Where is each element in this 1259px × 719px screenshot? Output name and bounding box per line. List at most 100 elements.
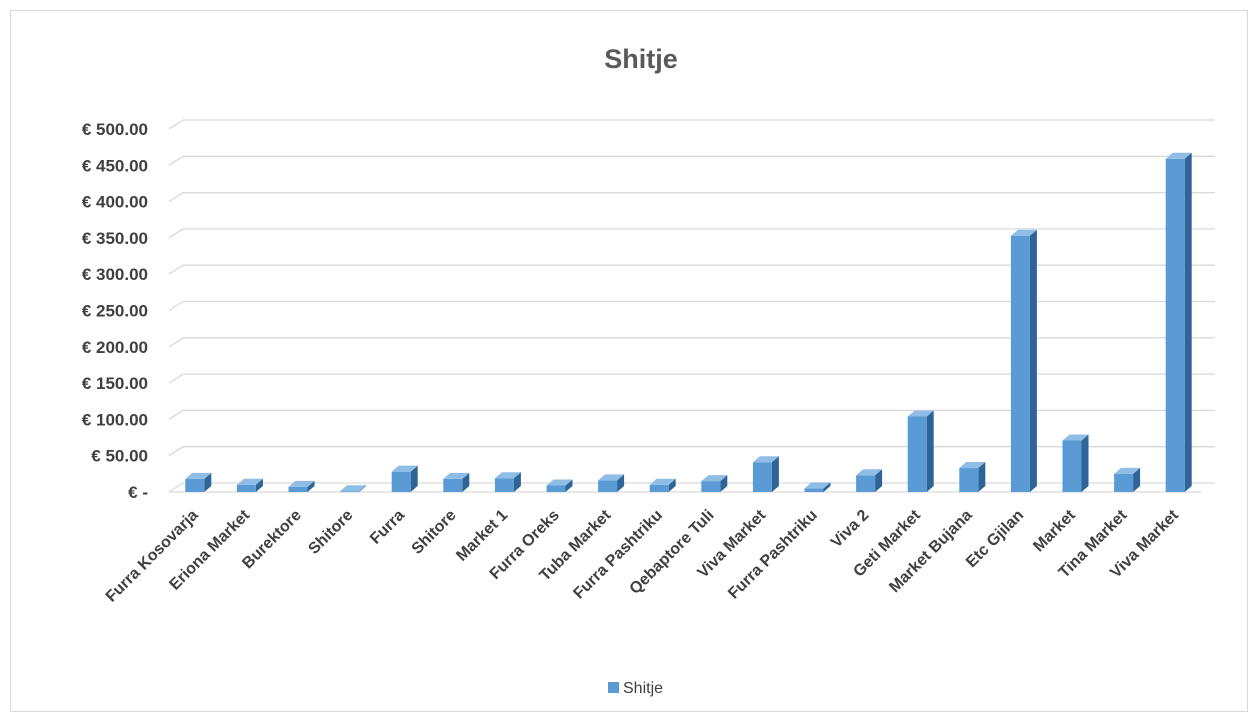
x-category-label: Furra Pashtriku [725,507,821,603]
bar-front [701,481,721,492]
bar [391,465,418,492]
x-category-label: Furra [367,507,408,548]
legend: Shitje [608,680,663,697]
gridlines [168,119,1215,493]
bar-front [443,478,463,492]
bar-front [1165,158,1185,493]
bar [185,472,212,492]
bar-top [391,465,418,472]
y-tick-label-1: € 50.00 [91,447,148,466]
bar [1114,467,1141,492]
y-tick-label-4: € 200.00 [82,338,148,357]
bar-front [236,484,256,492]
bar-top [701,475,728,482]
bar-top [1114,467,1141,474]
y-tick-label-8: € 400.00 [82,193,148,212]
bar-top [443,472,470,479]
bar [1165,152,1192,493]
bar-side [513,472,521,492]
bar-front [546,485,566,492]
bar-side [1184,152,1192,493]
gridline-10 [168,119,1215,130]
x-category-label: Shitore [409,507,460,558]
bar-side [668,478,676,492]
bar-top [494,472,521,479]
bar-top [959,462,986,469]
bar [1010,229,1037,493]
y-tick-label-2: € 100.00 [82,410,148,429]
bar-top [1165,152,1192,159]
bar-top [907,410,934,417]
gridline-7 [168,228,1215,239]
bar-front [1114,473,1134,492]
gridline-9 [168,155,1215,166]
bar-top [1010,229,1037,236]
x-category-label: Market [1030,506,1079,555]
bar-side [617,474,625,492]
x-category-label: Shitore [305,507,356,558]
bar-front [649,484,669,492]
gridline-4 [168,337,1215,348]
y-tick-label-10: € 500.00 [82,120,148,139]
bar-top [546,479,573,486]
gridline-8 [168,191,1215,203]
x-category-label: Furra Pashtriku [570,507,666,603]
bar-top [288,480,315,487]
bar-front [1010,235,1030,493]
bar-side [462,472,470,492]
bar-front [959,468,979,492]
bar-front [185,478,205,492]
bar [546,479,573,492]
bar-top [340,485,367,492]
bar-side [565,479,573,492]
gridline-6 [168,264,1215,275]
gridline-5 [168,300,1215,312]
bar-top [598,474,625,481]
bar-side [307,480,315,492]
y-tick-label-5: € 250.00 [82,302,148,321]
bar-top [1062,434,1089,441]
bar-side [823,482,831,492]
bar [804,482,831,492]
legend-swatch [608,682,619,693]
y-tick-label-9: € 450.00 [82,156,148,175]
chart-title: Shitje [604,44,678,74]
y-tick-label-6: € 300.00 [82,265,148,284]
bar-front [907,416,927,492]
bar-front [1062,440,1082,492]
bar-top [236,478,263,485]
bar-top [752,456,779,463]
bar-front [494,478,514,492]
gridline-1 [168,446,1215,457]
bar-side [720,475,728,492]
bar-front [391,471,411,492]
bar-side [410,465,418,492]
bar-side [875,469,883,492]
bar-side [359,485,367,492]
bar-side [204,472,212,492]
y-tick-label-7: € 350.00 [82,229,148,248]
bar-side [978,462,986,492]
bar-front [340,491,360,492]
bar-side [1029,229,1037,493]
bar [598,474,625,492]
bar [701,475,728,492]
bar [288,480,315,492]
bar-top [856,469,883,476]
bar-front [288,486,308,492]
bar [494,472,521,492]
y-tick-label-3: € 150.00 [82,374,148,393]
bar [340,485,367,492]
gridline-2 [168,409,1215,420]
bar-front [598,480,618,492]
y-tick-label-0: € - [128,483,148,502]
bar [443,472,470,492]
chart-container: Shitje € - € 50.00 € 100.00 € 150.00 € 200.0… [10,10,1248,712]
bar-front [804,488,824,492]
bar-side [926,410,934,492]
x-category-label: Furra Kosovarja [103,507,202,606]
bars [185,152,1192,493]
bar-side [1081,434,1089,492]
bar-top [649,478,676,485]
